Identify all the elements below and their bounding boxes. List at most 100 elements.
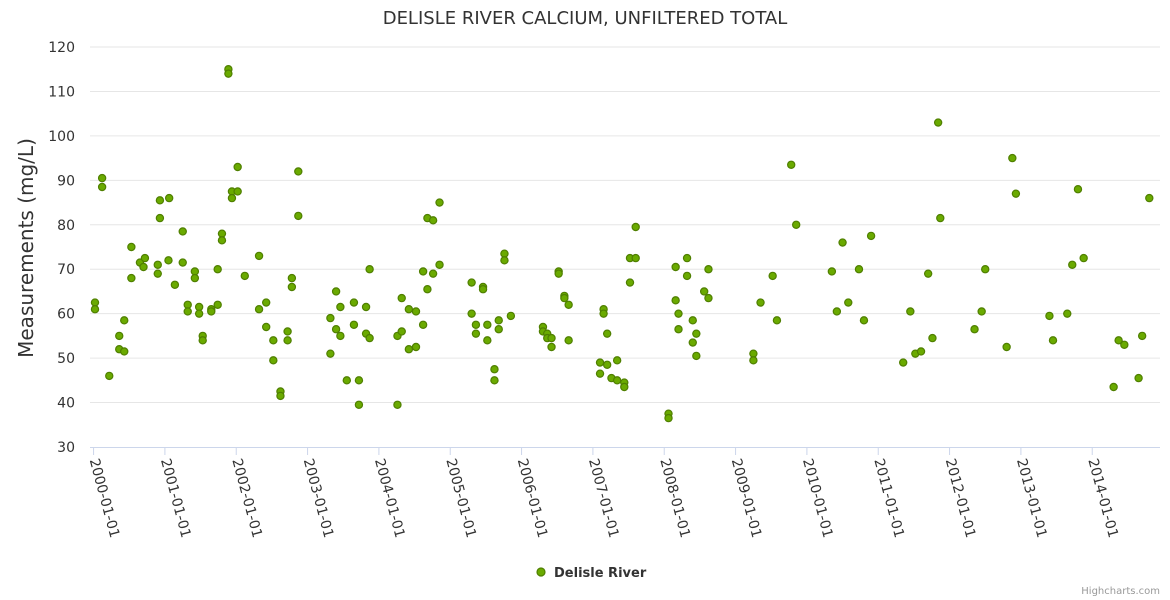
data-point[interactable] xyxy=(490,376,499,385)
data-point[interactable] xyxy=(936,213,945,223)
data-point[interactable] xyxy=(393,400,402,409)
data-point[interactable] xyxy=(428,269,438,278)
data-point[interactable] xyxy=(827,267,837,276)
data-point[interactable] xyxy=(692,329,701,338)
data-point[interactable] xyxy=(428,216,438,225)
data-point[interactable] xyxy=(224,69,233,78)
data-point[interactable] xyxy=(494,325,503,334)
data-point[interactable] xyxy=(674,309,683,318)
data-point[interactable] xyxy=(494,316,503,325)
data-point[interactable] xyxy=(217,236,227,245)
data-point[interactable] xyxy=(768,271,777,281)
data-point[interactable] xyxy=(704,265,713,274)
data-point[interactable] xyxy=(478,285,488,294)
data-point[interactable] xyxy=(1137,331,1147,341)
data-point[interactable] xyxy=(844,298,853,307)
data-point[interactable] xyxy=(287,273,297,283)
data-point[interactable] xyxy=(602,360,612,369)
data-point[interactable] xyxy=(97,173,107,183)
data-point[interactable] xyxy=(564,336,573,345)
data-point[interactable] xyxy=(500,256,509,265)
data-point[interactable] xyxy=(916,347,926,356)
data-point[interactable] xyxy=(560,293,569,303)
data-point[interactable] xyxy=(906,307,915,316)
data-point[interactable] xyxy=(418,320,428,329)
data-point[interactable] xyxy=(933,118,943,127)
data-point[interactable] xyxy=(90,305,100,314)
data-point[interactable] xyxy=(349,298,359,307)
legend[interactable]: Delisle River xyxy=(536,566,647,581)
data-point[interactable] xyxy=(859,316,869,325)
data-point[interactable] xyxy=(261,298,271,307)
data-point[interactable] xyxy=(397,293,406,303)
data-point[interactable] xyxy=(178,258,187,267)
data-point[interactable] xyxy=(674,325,683,334)
data-point[interactable] xyxy=(671,296,680,305)
data-point[interactable] xyxy=(404,345,414,354)
data-point[interactable] xyxy=(704,293,713,303)
data-point[interactable] xyxy=(599,309,608,318)
data-point[interactable] xyxy=(254,251,264,261)
data-point[interactable] xyxy=(554,269,563,278)
data-point[interactable] xyxy=(326,349,335,358)
data-point[interactable] xyxy=(688,316,697,325)
data-point[interactable] xyxy=(1045,311,1054,321)
data-point[interactable] xyxy=(1145,193,1154,203)
data-point[interactable] xyxy=(671,262,680,272)
data-point[interactable] xyxy=(547,342,556,352)
data-point[interactable] xyxy=(564,300,573,309)
data-point[interactable] xyxy=(1073,185,1083,194)
data-point[interactable] xyxy=(326,313,335,323)
data-point[interactable] xyxy=(283,327,292,336)
data-point[interactable] xyxy=(261,322,271,332)
data-point[interactable] xyxy=(194,309,204,318)
data-point[interactable] xyxy=(190,273,200,283)
data-point[interactable] xyxy=(981,265,990,274)
data-point[interactable] xyxy=(625,278,635,287)
data-point[interactable] xyxy=(411,342,421,352)
data-point[interactable] xyxy=(1048,336,1058,345)
data-point[interactable] xyxy=(928,333,937,343)
data-point[interactable] xyxy=(1002,342,1011,352)
data-point[interactable] xyxy=(365,333,374,343)
data-point[interactable] xyxy=(349,320,359,329)
data-point[interactable] xyxy=(233,187,242,196)
data-point[interactable] xyxy=(97,182,107,192)
data-point[interactable] xyxy=(164,193,174,203)
data-point[interactable] xyxy=(699,287,709,296)
data-point[interactable] xyxy=(331,325,341,334)
data-point[interactable] xyxy=(115,331,124,341)
data-point[interactable] xyxy=(631,253,640,263)
legend-label[interactable]: Delisle River xyxy=(554,566,647,581)
data-point[interactable] xyxy=(631,222,640,232)
data-point[interactable] xyxy=(283,336,292,345)
data-point[interactable] xyxy=(120,316,129,325)
data-point[interactable] xyxy=(120,347,129,356)
data-point[interactable] xyxy=(127,242,136,252)
data-point[interactable] xyxy=(213,300,222,309)
data-point[interactable] xyxy=(923,269,933,278)
data-point[interactable] xyxy=(269,336,278,345)
data-point[interactable] xyxy=(155,196,165,205)
data-point[interactable] xyxy=(153,260,162,269)
data-point[interactable] xyxy=(423,285,432,294)
data-point[interactable] xyxy=(547,333,556,343)
data-points[interactable] xyxy=(90,65,1154,423)
data-point[interactable] xyxy=(970,325,979,334)
data-point[interactable] xyxy=(692,351,701,361)
data-point[interactable] xyxy=(612,356,622,365)
data-point[interactable] xyxy=(153,269,162,278)
data-point[interactable] xyxy=(682,253,692,263)
data-point[interactable] xyxy=(404,305,414,314)
data-point[interactable] xyxy=(127,273,136,283)
data-point[interactable] xyxy=(977,307,986,316)
data-point[interactable] xyxy=(140,253,150,263)
data-point[interactable] xyxy=(342,376,351,385)
data-point[interactable] xyxy=(595,369,605,378)
data-point[interactable] xyxy=(483,320,492,329)
data-point[interactable] xyxy=(688,338,697,347)
data-point[interactable] xyxy=(1134,373,1143,383)
data-point[interactable] xyxy=(490,365,499,374)
data-point[interactable] xyxy=(792,220,801,229)
data-point[interactable] xyxy=(467,309,476,318)
